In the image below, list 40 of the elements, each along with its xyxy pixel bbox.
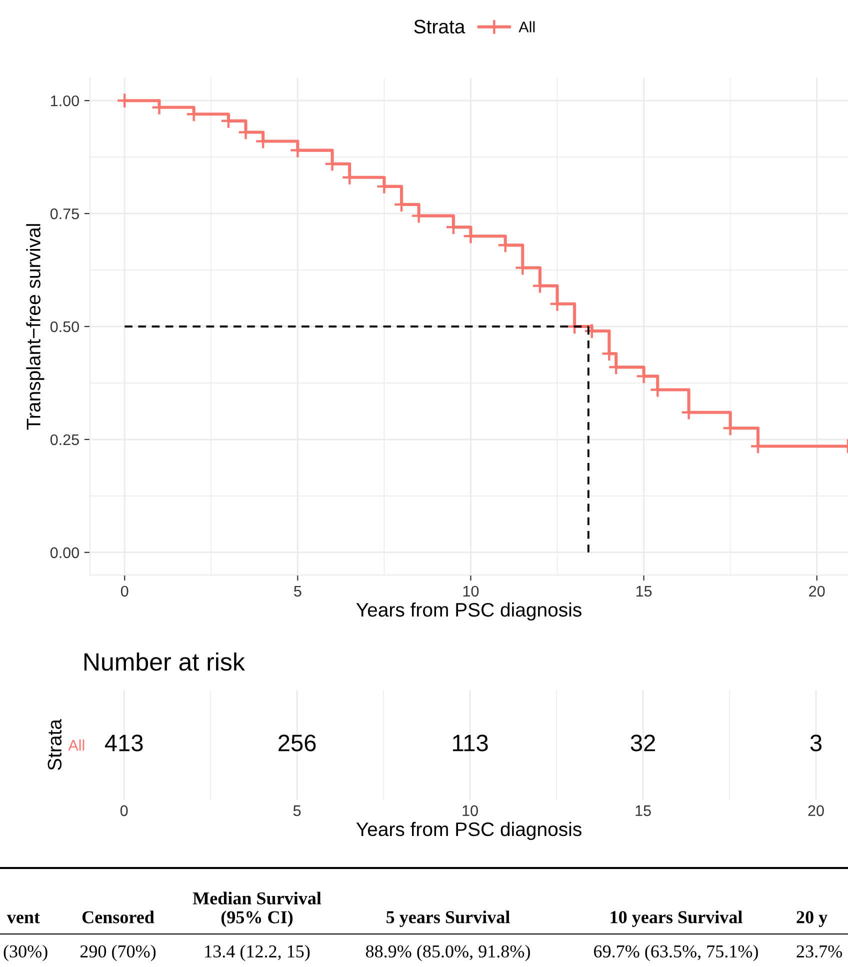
category-label: vent <box>6 912 40 924</box>
data-label: 32 <box>630 734 655 752</box>
text: (30%) <box>4 944 48 962</box>
category-label: Censored <box>82 910 154 924</box>
text: 13.4 (12.2, 15) <box>205 944 310 962</box>
legend-title: Strata <box>414 20 466 34</box>
text: 69.7% (63.5%, 75.1%) <box>594 944 758 962</box>
data-label: 113 <box>453 734 488 752</box>
data-label: 256 <box>278 734 316 752</box>
x-tick-label: 0 <box>120 586 128 597</box>
text: 290 (70%) <box>80 944 156 962</box>
y-tick-label: 0.00 <box>50 547 79 558</box>
y-axis-title: Strata <box>48 719 62 770</box>
category-label: 5 years Survival <box>386 910 510 927</box>
y-axis-title: Transplant−free survival <box>26 224 44 430</box>
data-label: 3 <box>810 734 822 752</box>
y-tick-label: 1.00 <box>51 95 79 106</box>
x-tick-label: 15 <box>636 805 651 816</box>
text: 88.9% (85.0%, 91.8%) <box>366 944 530 962</box>
text: 23.7% <box>796 945 842 958</box>
category-label: Median Survival (95% CI) <box>192 892 322 927</box>
legend-label: All <box>518 21 535 32</box>
chart-title: Number at risk <box>84 652 245 671</box>
x-tick-label: 10 <box>462 805 478 816</box>
x-tick-label: 10 <box>463 586 479 597</box>
y-tick-label: All <box>68 739 84 751</box>
x-tick-label: 15 <box>636 586 652 597</box>
category-label: 20 y <box>796 911 828 927</box>
x-axis-title: Years from PSC diagnosis <box>356 822 582 840</box>
x-tick-label: 20 <box>809 586 825 597</box>
y-tick-label: 0.75 <box>50 208 79 220</box>
x-tick-label: 5 <box>294 586 302 597</box>
x-tick-label: 20 <box>808 805 824 816</box>
category-label: 10 years Survival <box>610 910 742 927</box>
x-tick-label: 0 <box>120 805 128 816</box>
y-tick-label: 0.25 <box>50 434 79 446</box>
data-label: 413 <box>104 734 143 752</box>
y-tick-label: 0.50 <box>50 321 79 332</box>
x-axis-title: Years from PSC diagnosis <box>356 602 582 621</box>
x-tick-label: 5 <box>293 805 301 816</box>
